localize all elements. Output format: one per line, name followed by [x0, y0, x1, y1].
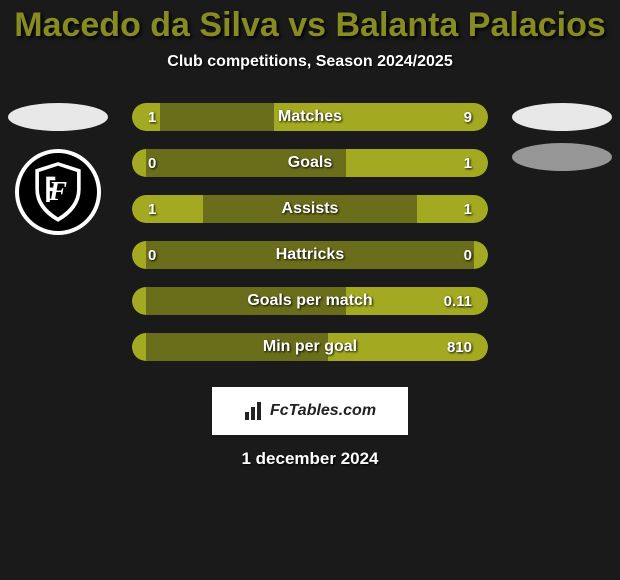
player-photo-placeholder-right-2	[512, 143, 612, 171]
stat-label: Min per goal	[132, 333, 488, 361]
stat-value-right: 0.11	[444, 287, 472, 315]
attribution-badge: FcTables.com	[212, 387, 408, 435]
stat-value-left: 1	[148, 195, 156, 223]
subtitle: Club competitions, Season 2024/2025	[0, 53, 620, 103]
stat-rows: Matches19Goals01Assists11Hattricks00Goal…	[132, 103, 488, 361]
stat-label: Goals	[132, 149, 488, 177]
stat-value-right: 810	[447, 333, 472, 361]
attribution-text: FcTables.com	[270, 402, 376, 420]
stat-label: Matches	[132, 103, 488, 131]
infographic-date: 1 december 2024	[0, 449, 620, 469]
stat-row: Min per goal810	[132, 333, 488, 361]
stat-value-right: 1	[464, 149, 472, 177]
svg-text:F: F	[48, 176, 67, 206]
stat-row: Hattricks0 0	[132, 241, 488, 269]
stat-value-right: 9	[464, 103, 472, 131]
infographic-container: Macedo da Silva vs Balanta Palacios Club…	[0, 0, 620, 580]
left-player-column: F	[8, 103, 108, 235]
stat-value-left: 0	[148, 241, 156, 269]
stat-row: Goals0 1	[132, 149, 488, 177]
stat-value-right: 1	[464, 195, 472, 223]
right-player-column	[512, 103, 612, 183]
stats-area: F Matches19Goals01Assists11Hattricks00Go…	[0, 103, 620, 361]
stat-value-right: 0	[464, 241, 472, 269]
stat-row: Assists1 1	[132, 195, 488, 223]
page-title: Macedo da Silva vs Balanta Palacios	[0, 0, 620, 53]
stat-row: Goals per match0.11	[132, 287, 488, 315]
bar-chart-icon	[244, 402, 264, 420]
shield-icon: F	[19, 153, 97, 231]
stat-label: Hattricks	[132, 241, 488, 269]
stat-label: Goals per match	[132, 287, 488, 315]
club-badge-left: F	[15, 149, 101, 235]
stat-value-left: 1	[148, 103, 156, 131]
player-photo-placeholder-right-1	[512, 103, 612, 131]
stat-row: Matches1 9	[132, 103, 488, 131]
stat-label: Assists	[132, 195, 488, 223]
stat-value-left: 0	[148, 149, 156, 177]
player-photo-placeholder-left	[8, 103, 108, 131]
